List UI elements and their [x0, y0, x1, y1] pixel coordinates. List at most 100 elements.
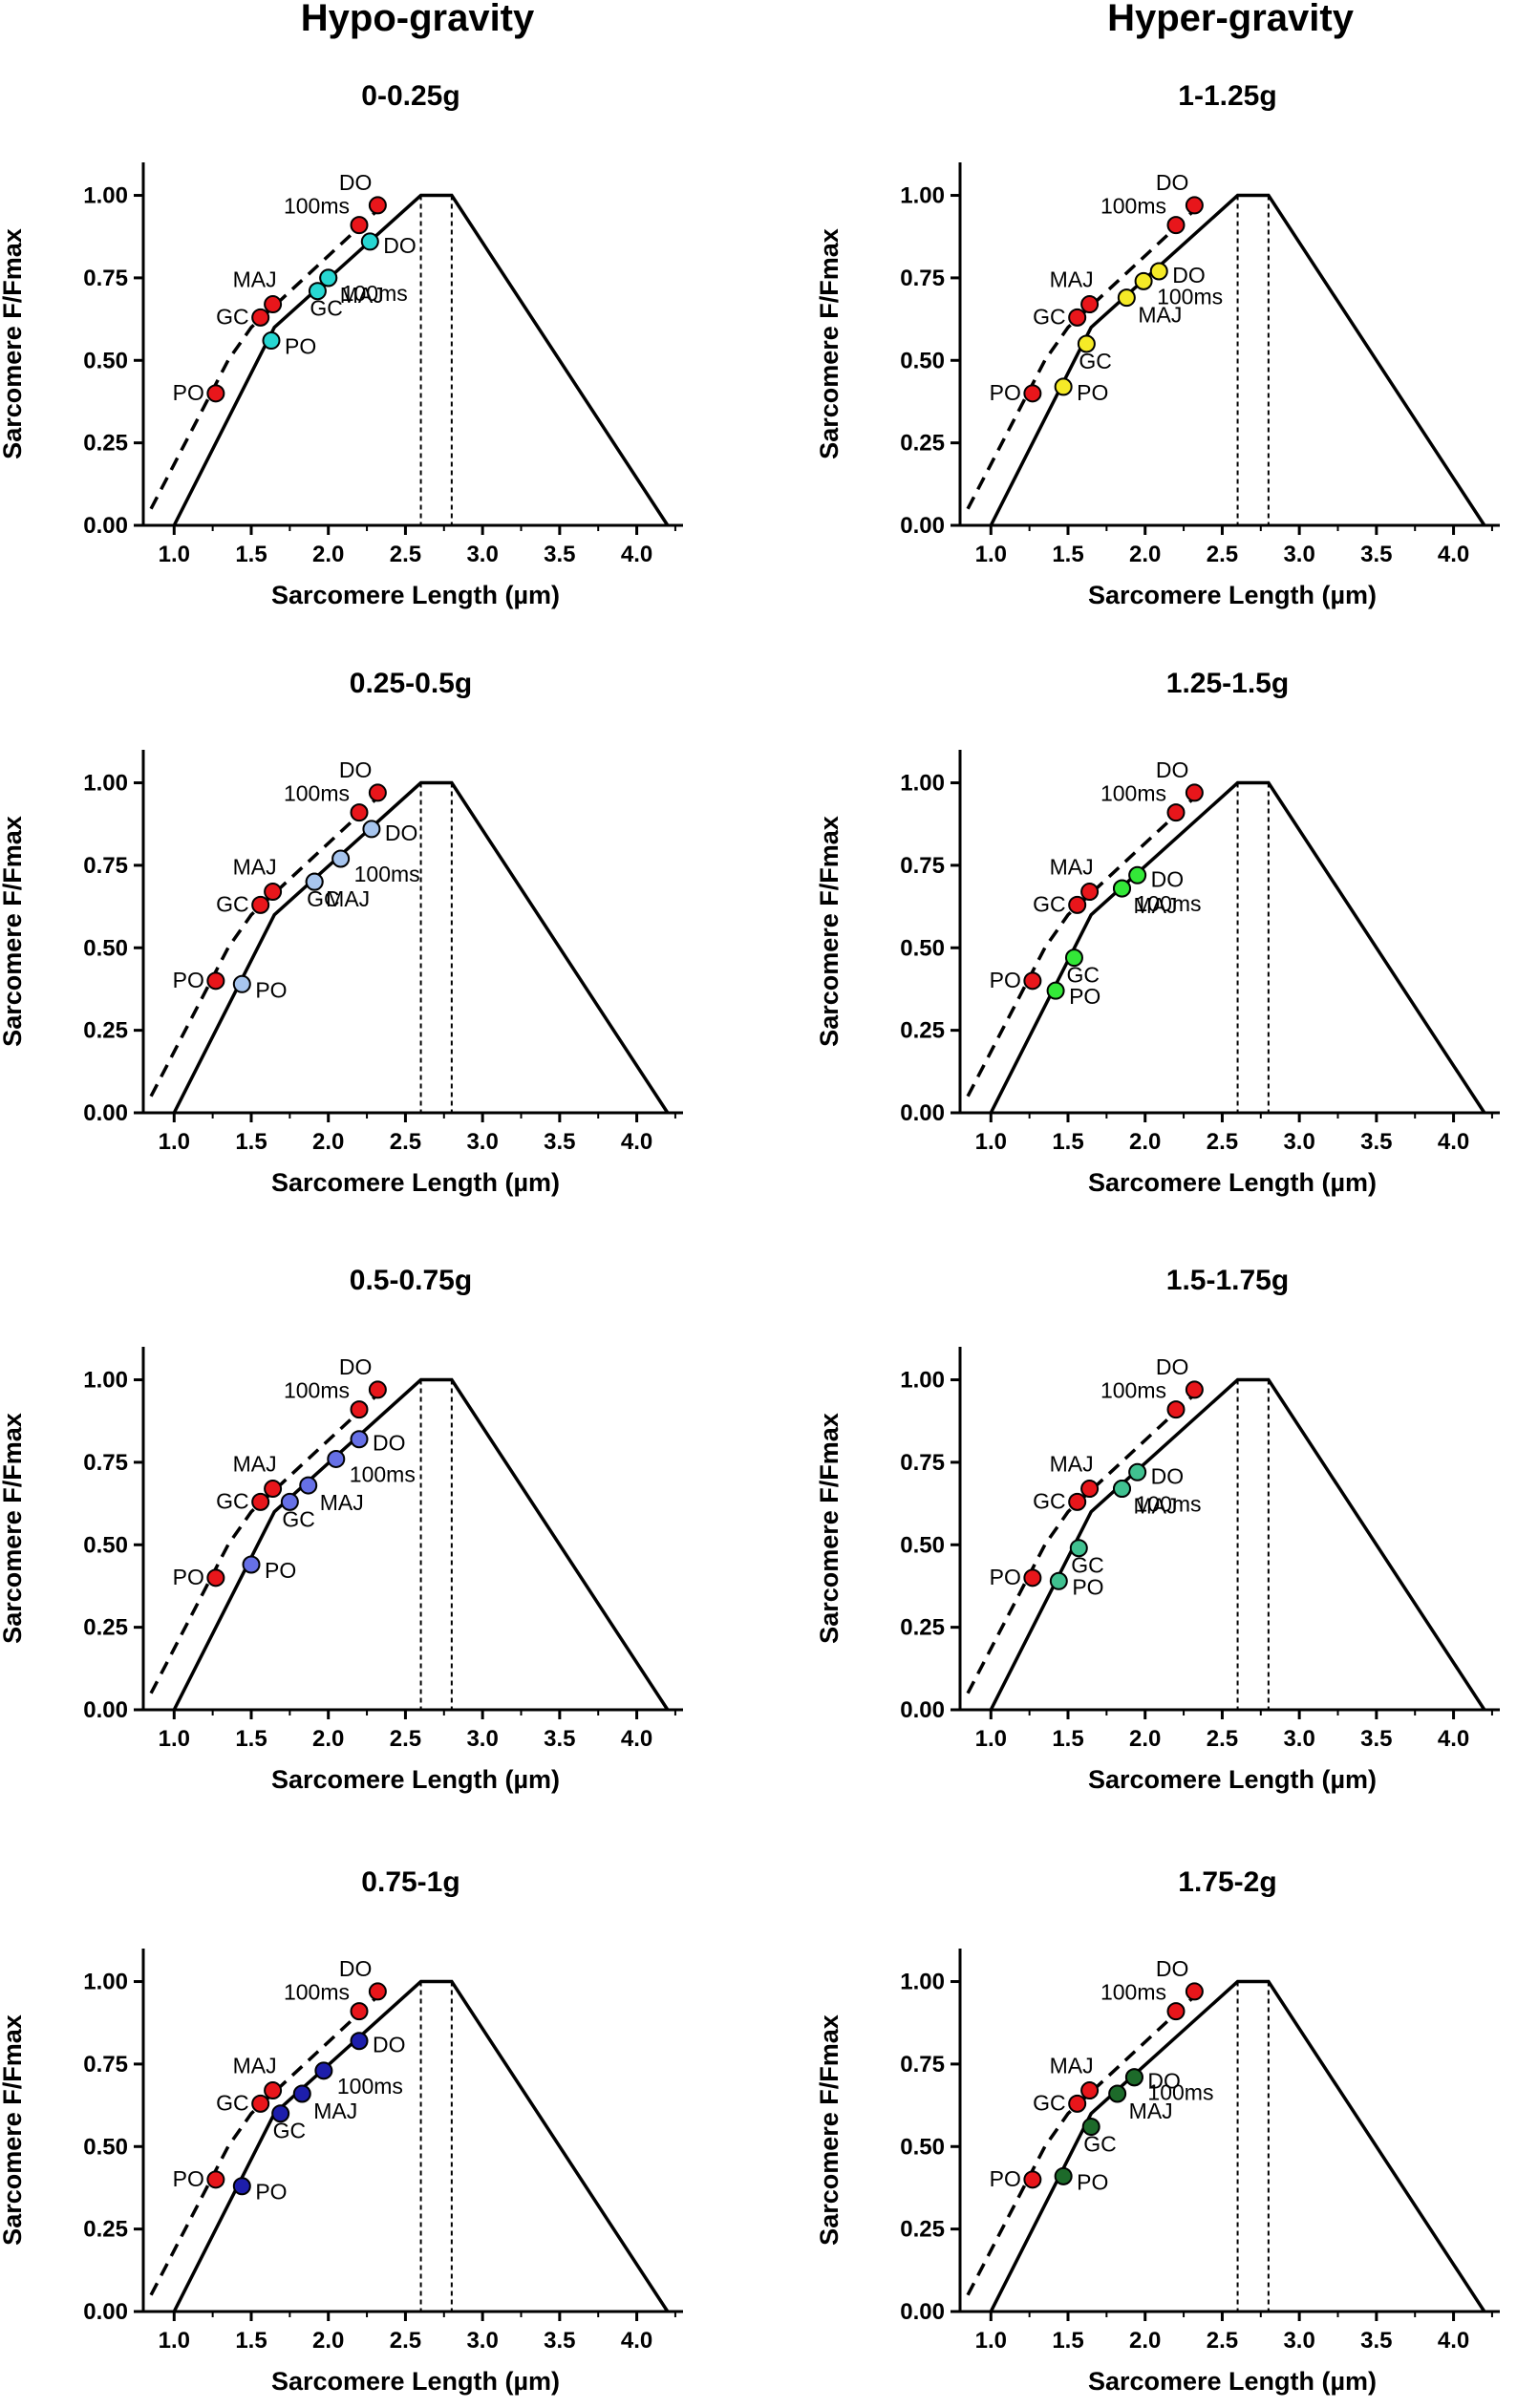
reference-label-PO: PO [990, 1565, 1021, 1589]
reference-point-DO [1185, 1982, 1204, 2001]
y-tick-label: 1.00 [83, 1970, 128, 1995]
condition-label-DO: DO [373, 1431, 406, 1456]
chart-title: 1.75-2g [1178, 1866, 1276, 1898]
reference-label-100ms: 100ms [284, 1378, 350, 1403]
x-tick-label: 2.0 [1129, 1129, 1161, 1155]
condition-label-DO: DO [385, 820, 418, 845]
x-tick-label: 2.5 [390, 2328, 421, 2354]
y-tick-label: 1.00 [900, 771, 945, 797]
x-tick-label: 3.0 [466, 2328, 498, 2354]
condition-label-GC: GC [1071, 1553, 1104, 1578]
reference-label-MAJ: MAJ [1050, 1452, 1094, 1477]
reference-point-GC [1068, 2094, 1087, 2113]
condition-label-MAJ: MAJ [1134, 1494, 1178, 1519]
x-tick-label: 1.5 [1052, 1726, 1083, 1752]
chart-title: 0.75-1g [361, 1866, 459, 1898]
x-tick-label: 4.0 [1438, 1726, 1469, 1752]
condition-point-DO [350, 1430, 369, 1449]
reference-label-100ms: 100ms [284, 194, 350, 219]
y-tick-label: 0.75 [83, 2052, 128, 2078]
condition-label-GC: GC [310, 296, 343, 321]
condition-point-100ms [1134, 271, 1153, 290]
x-tick-label: 1.0 [159, 1726, 190, 1752]
x-axis-label: Sarcomere Length (µm) [271, 1765, 560, 1794]
y-tick-label: 1.00 [83, 771, 128, 797]
y-axis-label: Sarcomere F/Fmax [815, 228, 844, 459]
condition-point-GC [308, 282, 327, 301]
condition-point-100ms [1113, 1480, 1131, 1499]
reference-label-PO: PO [173, 1565, 204, 1589]
condition-label-DO: DO [1172, 263, 1206, 288]
reference-point-PO [206, 2170, 225, 2189]
condition-point-100ms [1113, 879, 1131, 898]
condition-point-PO [242, 1555, 261, 1574]
x-axis-label: Sarcomere Length (µm) [271, 1168, 560, 1197]
reference-label-100ms: 100ms [284, 781, 350, 806]
condition-point-PO [1054, 377, 1073, 396]
x-axis-label: Sarcomere Length (µm) [271, 581, 560, 609]
reference-point-PO [1023, 971, 1042, 991]
chart-panel: 0.5-0.75g 0.00 0.25 0.50 0.75 1.00 1.0 1.5 2.0 2.… [0, 1265, 683, 1794]
y-tick-label: 0.50 [900, 2134, 945, 2160]
reference-label-GC: GC [216, 891, 249, 916]
chart-panel: 1.25-1.5g 0.00 0.25 0.50 0.75 1.00 1.0 1.5 2.0 2.… [815, 668, 1500, 1197]
x-tick-label: 1.5 [235, 2328, 267, 2354]
x-tick-label: 4.0 [1438, 2328, 1469, 2354]
y-axis-label: Sarcomere F/Fmax [0, 816, 27, 1047]
condition-label-100ms: 100ms [1136, 1492, 1202, 1517]
reference-point-100ms [1166, 803, 1186, 822]
condition-point-GC [1064, 948, 1083, 968]
reference-label-GC: GC [1033, 304, 1066, 329]
x-tick-label: 2.5 [390, 542, 421, 567]
y-tick-label: 0.50 [900, 1532, 945, 1558]
x-tick-label: 3.5 [544, 1726, 575, 1752]
y-tick-label: 0.00 [83, 1100, 128, 1126]
condition-point-MAJ [292, 2084, 311, 2103]
chart-title: 1-1.25g [1178, 80, 1276, 112]
x-tick-label: 2.5 [390, 1129, 421, 1155]
reference-label-PO: PO [990, 968, 1021, 992]
reference-point-MAJ [264, 295, 283, 314]
y-tick-label: 0.75 [83, 1450, 128, 1476]
reference-point-GC [251, 1492, 270, 1511]
reference-point-MAJ [264, 1480, 283, 1499]
x-tick-label: 4.0 [1438, 542, 1469, 567]
y-tick-label: 0.50 [900, 348, 945, 373]
condition-label-PO: PO [1069, 984, 1100, 1009]
reference-point-DO [1185, 196, 1204, 215]
y-tick-label: 0.25 [83, 2217, 128, 2243]
x-tick-label: 3.5 [544, 1129, 575, 1155]
reference-label-MAJ: MAJ [233, 855, 277, 880]
condition-point-DO [362, 820, 381, 839]
reference-label-100ms: 100ms [1100, 1980, 1166, 2005]
reference-point-PO [206, 1568, 225, 1588]
condition-label-MAJ: MAJ [320, 1490, 364, 1515]
reference-point-DO [368, 196, 387, 215]
reference-label-GC: GC [216, 2090, 249, 2115]
reference-label-MAJ: MAJ [1050, 855, 1094, 880]
y-tick-label: 1.00 [83, 183, 128, 209]
condition-label-DO: DO [383, 233, 417, 258]
reference-point-MAJ [1080, 295, 1100, 314]
condition-label-GC: GC [307, 886, 340, 911]
condition-point-GC [280, 1492, 299, 1511]
reference-label-MAJ: MAJ [233, 1452, 277, 1477]
x-tick-label: 4.0 [621, 2328, 652, 2354]
reference-label-PO: PO [173, 968, 204, 992]
reference-point-100ms [350, 216, 369, 235]
x-tick-label: 1.0 [159, 542, 190, 567]
chart-panel: 1.5-1.75g 0.00 0.25 0.50 0.75 1.00 1.0 1.5 2.0 2.… [815, 1265, 1500, 1794]
condition-label-PO: PO [1072, 1574, 1103, 1599]
y-tick-label: 0.00 [900, 513, 945, 539]
y-axis-label: Sarcomere F/Fmax [815, 1413, 844, 1644]
condition-point-PO [262, 331, 281, 351]
chart-panel: 1-1.25g 0.00 0.25 0.50 0.75 1.00 1.0 1.5 2.0 2.5 3… [815, 80, 1500, 609]
x-tick-label: 1.0 [975, 1129, 1007, 1155]
x-tick-label: 1.0 [975, 2328, 1007, 2354]
y-tick-label: 0.00 [83, 2299, 128, 2325]
condition-label-PO: PO [255, 977, 287, 1002]
y-tick-label: 1.00 [900, 1970, 945, 1995]
x-tick-label: 1.0 [159, 1129, 190, 1155]
condition-point-PO [1054, 2166, 1073, 2185]
y-axis-label: Sarcomere F/Fmax [0, 2014, 27, 2246]
